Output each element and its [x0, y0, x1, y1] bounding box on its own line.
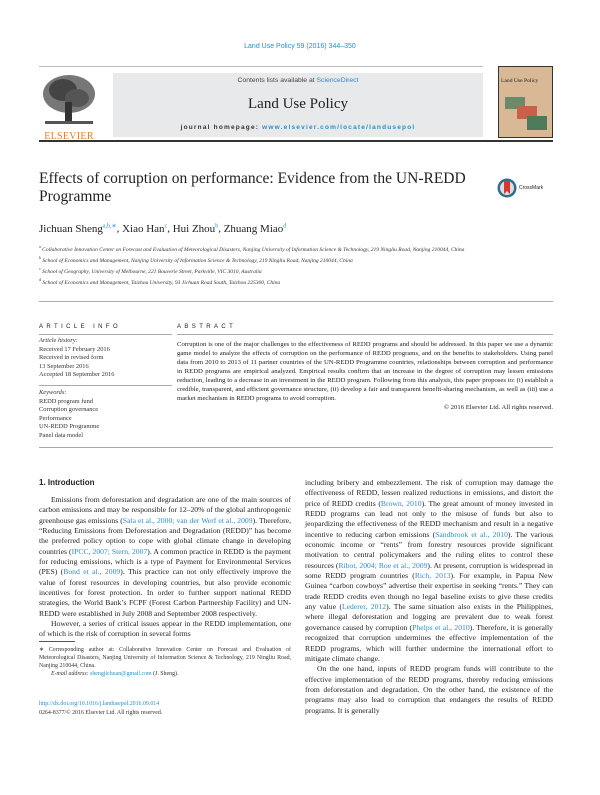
- citation-link[interactable]: Lederer, 2012: [341, 602, 387, 612]
- elsevier-wordmark: ELSEVIER: [44, 131, 94, 142]
- keyword: Performance: [39, 414, 72, 422]
- abstract-copyright: © 2016 Elsevier Ltd. All rights reserved…: [443, 404, 553, 411]
- body-text: However, a series of critical issues app…: [39, 619, 291, 639]
- divider: [39, 140, 553, 142]
- elsevier-logo: ELSEVIER: [39, 74, 99, 142]
- keyword: REDD program fund: [39, 397, 93, 405]
- sciencedirect-link[interactable]: ScienceDirect: [316, 77, 359, 84]
- footnote: ∗ Corresponding author at: Collaborative…: [39, 646, 291, 678]
- citation-link[interactable]: Sandbrook et al., 2010: [435, 529, 508, 539]
- homepage-line: journal homepage: www.elsevier.com/locat…: [113, 124, 483, 131]
- affiliation: d School of Economics and Management, Ta…: [39, 277, 281, 286]
- cover-image-icon: [505, 97, 547, 130]
- citation-link[interactable]: IPCC, 2007; Stern, 2007: [71, 546, 148, 556]
- article-info-heading: ARTICLE INFO: [39, 324, 122, 330]
- body-text: ). For example, in Papua New Guinea “car…: [305, 571, 553, 612]
- citation-link[interactable]: Ribot, 2004; Roe et al., 2009: [338, 560, 428, 570]
- divider: [39, 301, 553, 302]
- keyword: UN-REDD Programme: [39, 423, 100, 431]
- author-list: Jichuan Shenga,b,∗, Xiao Hanc, Hui Zhoub…: [39, 222, 287, 235]
- crossmark-button[interactable]: CrossMark: [497, 177, 557, 199]
- homepage-link[interactable]: www.elsevier.com/locate/landusepol: [262, 124, 416, 131]
- divider: [177, 334, 553, 335]
- contents-prefix: Contents lists available at: [237, 77, 317, 84]
- citation-link[interactable]: Bond et al., 2009: [63, 567, 121, 577]
- divider: [39, 384, 172, 386]
- keywords-label: Keywords:: [39, 388, 67, 396]
- doi-block: http://dx.doi.org/10.1016/j.landusepol.2…: [39, 700, 162, 717]
- body-text: ). Therefore, it is generally recognized…: [305, 622, 554, 663]
- crossmark-icon: [497, 178, 517, 198]
- history-item: Received 17 February 2016: [39, 345, 110, 353]
- contents-line: Contents lists available at ScienceDirec…: [113, 77, 483, 84]
- body-column-right: including bribery and embezzlement. The …: [305, 478, 553, 716]
- body-text: including bribery and embezzlement. The …: [305, 478, 553, 508]
- body-text: ). The same situation also exists in the…: [305, 602, 554, 632]
- body-text: ). The great amount of money invested in…: [305, 498, 553, 539]
- footnote-divider: [39, 641, 75, 642]
- journal-reference-link[interactable]: Land Use Policy 59 (2016) 344–350: [244, 43, 356, 50]
- author[interactable]: Xiao Hanc: [122, 222, 168, 235]
- email-link[interactable]: shengjichuan@gmail.com: [90, 671, 152, 677]
- history-label: Article history:: [39, 337, 78, 344]
- abstract: Corruption is one of the major challenge…: [177, 337, 553, 412]
- corresponding-author-note: ∗ Corresponding author at: Collaborative…: [39, 647, 291, 669]
- article-title: Effects of corruption on performance: Ev…: [39, 170, 466, 205]
- paragraph: Emissions from deforestation and degrada…: [39, 495, 291, 619]
- citation-link[interactable]: Brown, 2010: [380, 498, 422, 508]
- homepage-prefix: journal homepage:: [180, 124, 263, 131]
- journal-title: Land Use Policy: [248, 96, 348, 112]
- affiliation: a Collaborative Innovation Center on For…: [39, 244, 465, 253]
- paragraph: On the one hand, inputs of REDD program …: [305, 664, 553, 716]
- paragraph: including bribery and embezzlement. The …: [305, 478, 553, 664]
- citation-link[interactable]: Phelps et al., 2010: [412, 622, 470, 632]
- journal-cover: Land Use Policy: [498, 66, 553, 138]
- body-text: ). A common practice in REDD is the paym…: [39, 546, 291, 577]
- cover-title: Land Use Policy: [501, 78, 539, 84]
- affiliation: b School of Economics and Management, Na…: [39, 255, 353, 264]
- history-item: Received in revised form: [39, 354, 104, 362]
- abstract-text: Corruption is one of the major challenge…: [177, 341, 553, 402]
- issn-line: 0264-8377/© 2016 Elsevier Ltd. All right…: [39, 709, 163, 716]
- email-line: E-mail address: shengjichuan@gmail.com (…: [39, 670, 291, 678]
- email-suffix: (J. Sheng).: [151, 671, 179, 677]
- section-heading: 1. Introduction: [39, 478, 95, 487]
- author[interactable]: Jichuan Shenga,b,∗: [39, 222, 117, 235]
- body-text: ). Therefore, “Reducing Emissions from D…: [39, 515, 291, 556]
- keyword: Panel data model: [39, 431, 84, 439]
- history-item: Accepted 18 September 2016: [39, 371, 115, 379]
- doi-link[interactable]: http://dx.doi.org/10.1016/j.landusepol.2…: [39, 701, 160, 707]
- abstract-heading: ABSTRACT: [177, 324, 237, 330]
- body-text: Emissions from deforestation and degrada…: [39, 495, 291, 525]
- divider: [39, 447, 553, 448]
- journal-header: Contents lists available at ScienceDirec…: [113, 73, 483, 137]
- divider: [39, 334, 172, 335]
- keyword: Corruption governance: [39, 406, 99, 414]
- crossmark-label: CrossMark: [519, 185, 544, 191]
- divider: [39, 66, 483, 67]
- elsevier-tree-icon: [43, 75, 95, 124]
- article-info: Article history: Received 17 February 20…: [39, 337, 172, 441]
- author[interactable]: Zhuang Miaod: [223, 222, 287, 235]
- body-text: ). The various economic income or “rents…: [305, 529, 553, 570]
- affiliation: c School of Geography, University of Mel…: [39, 266, 262, 275]
- citation-link[interactable]: Rich, 2013: [414, 571, 451, 581]
- affiliations: a Collaborative Innovation Center on For…: [39, 243, 509, 287]
- history-item: 13 September 2016: [39, 362, 89, 370]
- email-label: E-mail address:: [51, 671, 91, 677]
- body-text: ). At present, corruption is widespread …: [305, 560, 553, 581]
- body-text: On the one hand, inputs of REDD program …: [305, 664, 553, 715]
- citation-link[interactable]: Sala et al., 2000; van der Werf et al., …: [122, 515, 253, 525]
- paragraph: However, a series of critical issues app…: [39, 619, 291, 640]
- author[interactable]: Hui Zhoub: [172, 222, 219, 235]
- body-column-left: Emissions from deforestation and degrada…: [39, 495, 291, 640]
- body-text: ). This practice can not only effectivel…: [39, 567, 291, 618]
